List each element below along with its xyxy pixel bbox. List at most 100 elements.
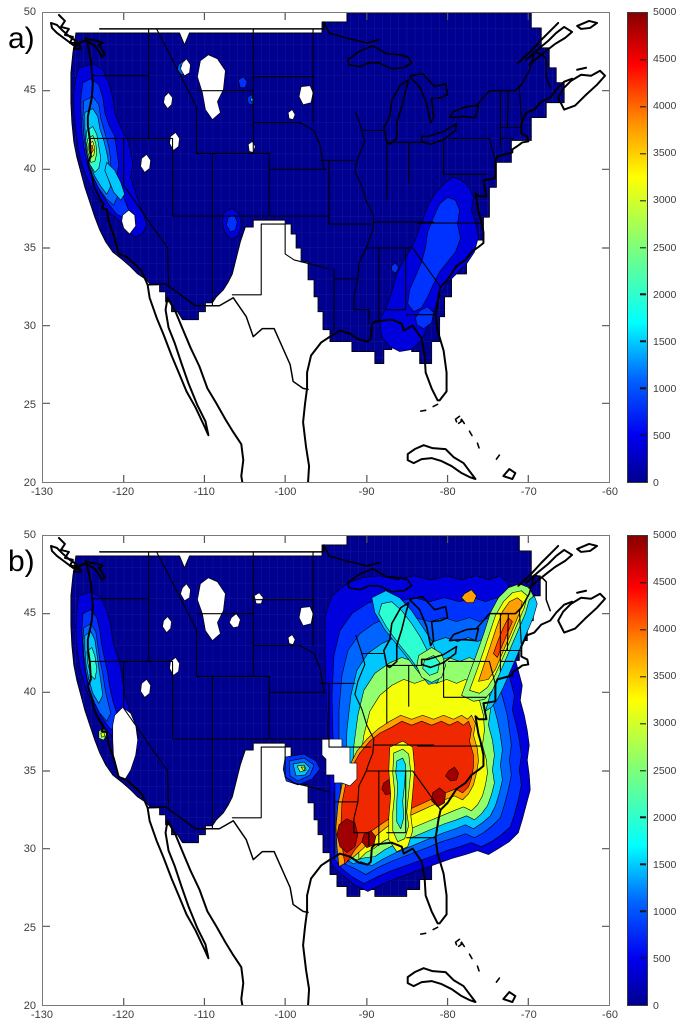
- no-data-hole: [121, 209, 136, 235]
- colorbar-tick-label: 4500: [653, 53, 677, 66]
- y-tick-label: 35: [23, 764, 36, 777]
- colorbar-tick-mark: [640, 152, 646, 155]
- sierra-spur-1500: [104, 162, 126, 201]
- y-tick-label: 25: [23, 398, 36, 411]
- x-tick-label: -120: [112, 1009, 135, 1021]
- no-data-hole: [298, 606, 314, 626]
- no-data-hole: [197, 577, 226, 641]
- colorbar-tick-label: 4000: [653, 623, 677, 636]
- colorbar-tick-label: 0: [653, 477, 659, 489]
- colorbar-tick-mark: [640, 910, 646, 912]
- no-data-hole: [298, 85, 314, 105]
- x-tick-label: -60: [602, 1009, 618, 1021]
- no-data-hole: [162, 616, 172, 633]
- no-data-hole: [140, 154, 151, 173]
- y-tick-label: 35: [23, 241, 36, 254]
- colorbar-tick-mark: [640, 387, 646, 389]
- x-tick-label: -110: [193, 486, 215, 498]
- x-tick-label: -70: [520, 486, 537, 498]
- y-tick-label: 30: [23, 319, 36, 332]
- no-data-holes: [112, 577, 358, 787]
- panel-b-colorbar-labels: 0 500 1000 1500 2000 2500 3000 3500 4000 4500 5000: [653, 529, 689, 1012]
- no-data-hole: [287, 634, 296, 645]
- colorbar-tick-label: 2000: [653, 811, 677, 824]
- panel-b-plot: [42, 535, 610, 1006]
- x-tick-label: -90: [358, 486, 375, 498]
- colorbar-tick-label: 4500: [653, 576, 677, 589]
- y-tick-label: 40: [23, 685, 36, 698]
- panel-a-plot: [42, 12, 610, 483]
- panel-b-map: [43, 536, 609, 1005]
- y-tick-label: 50: [23, 529, 36, 541]
- y-tick-label: 45: [23, 84, 36, 97]
- x-tick-label: -60: [602, 486, 618, 498]
- colorbar-tick-mark: [640, 59, 646, 61]
- wyoming-bump-1: [238, 76, 248, 88]
- y-tick-label: 40: [23, 162, 36, 175]
- georgia-coast-patch: [415, 306, 434, 329]
- panel-b-colorbar: [627, 535, 648, 1006]
- sfbay-yellow-core: [100, 731, 106, 738]
- southeast-ring-750: [407, 196, 461, 313]
- dark-red-pocket-virginia: [445, 766, 459, 782]
- colorbar-tick-mark: [640, 106, 646, 108]
- no-data-hole: [287, 109, 296, 120]
- colorbar-tick-mark: [640, 293, 646, 296]
- panel-a-label: a): [8, 22, 35, 55]
- colorbar-tick-label: 2500: [653, 241, 677, 254]
- dark-red-pocket-louisiana: [336, 818, 359, 853]
- y-tick-label: 30: [23, 842, 36, 855]
- y-tick-label: 45: [23, 607, 36, 620]
- ohio-teal-core: [422, 655, 440, 676]
- x-tick-label: -80: [439, 486, 456, 498]
- x-tick-label: -90: [358, 1009, 375, 1021]
- colorbar-tick-mark: [640, 629, 646, 631]
- colorbar-tick-mark: [640, 246, 646, 249]
- colorbar-tick-label: 0: [653, 1000, 659, 1012]
- x-tick-label: -100: [274, 1009, 297, 1021]
- panel-b-label: b): [8, 545, 35, 578]
- panel-a-y-axis: 50 45 40 35 30 25 20: [0, 6, 38, 489]
- colorbar-tick-label: 1500: [653, 335, 677, 348]
- no-data-hole: [163, 92, 173, 109]
- coast-cyan-sliver: [485, 595, 538, 712]
- panel-a-x-axis: -130 -120 -110 -100 -90 -80 -70 -60: [31, 486, 618, 500]
- x-tick-label: -80: [439, 1009, 456, 1021]
- colorbar-tick-mark: [640, 199, 646, 202]
- colorbar-tick-label: 3000: [653, 717, 677, 730]
- panel-b-contour-fills: [70, 536, 541, 897]
- colorbar-tick-label: 4000: [653, 100, 677, 113]
- colorbar-tick-label: 5000: [653, 529, 677, 541]
- colorbar-tick-mark: [640, 722, 646, 725]
- panel-a-map: [43, 13, 609, 482]
- x-tick-label: -130: [30, 486, 54, 498]
- panel-a-colorbar-labels: 0 500 1000 1500 2000 2500 3000 3500 4000 4500 5000: [653, 6, 689, 489]
- colorbar-tick-mark: [640, 582, 646, 584]
- colorbar-tick-mark: [640, 434, 646, 436]
- alabama-bump: [391, 262, 400, 274]
- colorbar-tick-mark: [640, 675, 646, 678]
- no-data-hole: [180, 58, 191, 77]
- colorbar-tick-label: 1000: [653, 382, 677, 395]
- colorbar-tick-label: 1500: [653, 858, 677, 871]
- ottawa-orange-pocket: [461, 589, 477, 604]
- x-tick-label: -70: [520, 1009, 537, 1021]
- y-tick-label: 20: [23, 477, 36, 489]
- panel-b-y-axis: 50 45 40 35 30 25 20: [0, 529, 38, 1012]
- y-tick-label: 20: [23, 1000, 36, 1012]
- panel-a-colorbar: [627, 12, 648, 483]
- colorbar-tick-mark: [640, 863, 646, 865]
- colorado-blob-core: [226, 214, 238, 233]
- no-data-hole: [197, 54, 226, 120]
- no-data-hole: [253, 592, 264, 605]
- panel-a: a): [0, 6, 689, 498]
- colorbar-tick-label: 3000: [653, 194, 677, 207]
- x-tick-label: -110: [193, 1009, 215, 1021]
- x-tick-label: -100: [274, 486, 297, 498]
- colorbar-tick-label: 2000: [653, 288, 677, 301]
- colorbar-tick-mark: [640, 769, 646, 772]
- colorbar-tick-mark: [640, 816, 646, 819]
- panel-a-contour-fills: [70, 13, 565, 364]
- colorbar-tick-label: 1000: [653, 905, 677, 918]
